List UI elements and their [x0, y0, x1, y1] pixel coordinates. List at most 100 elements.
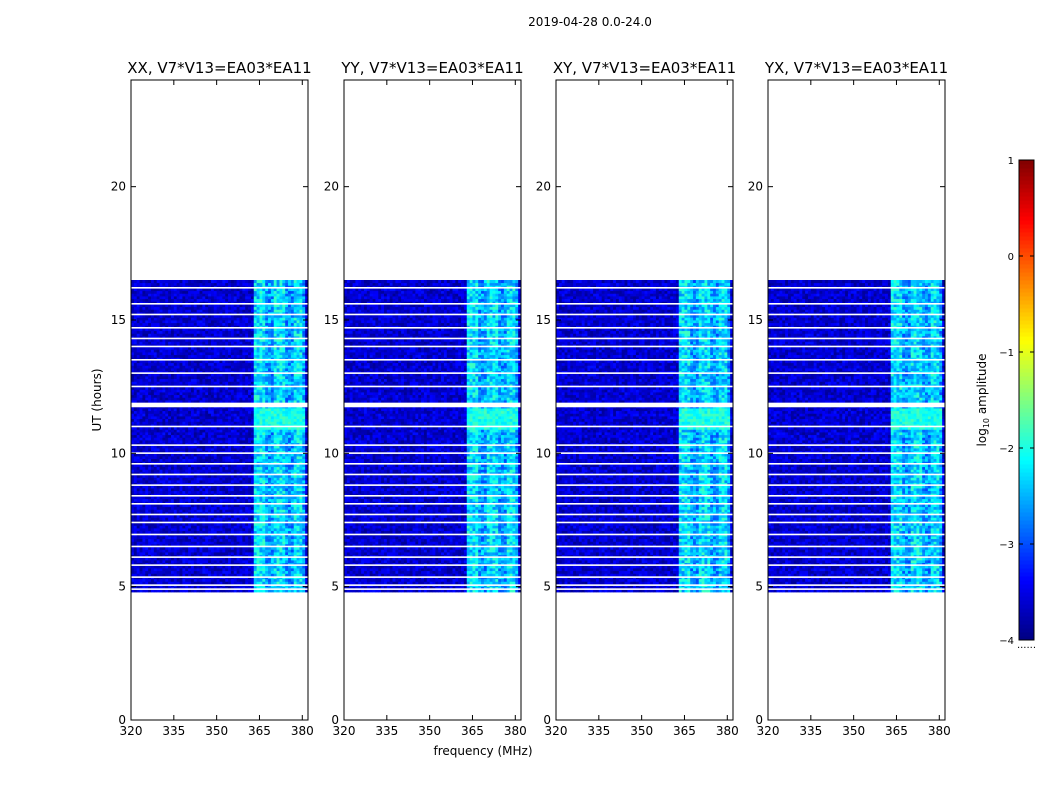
heatmap-cell — [220, 536, 223, 539]
heatmap-cell — [282, 573, 285, 576]
heatmap-cell — [282, 531, 285, 534]
heatmap-cell — [225, 560, 228, 563]
heatmap-cell — [225, 517, 228, 520]
heatmap-cell — [182, 509, 185, 512]
heatmap-cell — [279, 568, 282, 571]
heatmap-cell — [251, 541, 254, 544]
heatmap-cell — [231, 531, 234, 534]
heatmap-cell — [294, 571, 297, 574]
heatmap-cell — [208, 549, 211, 552]
heatmap-cell — [299, 531, 302, 534]
heatmap-cell — [279, 507, 282, 510]
heatmap-cell — [285, 579, 288, 582]
heatmap-cell — [222, 509, 225, 512]
heatmap-cell — [245, 509, 248, 512]
heatmap-cell — [259, 579, 262, 582]
heatmap-cell — [185, 536, 188, 539]
heatmap-cell — [140, 528, 143, 531]
heatmap-cell — [148, 517, 151, 520]
heatmap-cell — [257, 531, 260, 534]
heatmap-cell — [277, 531, 280, 534]
heatmap-cell — [182, 525, 185, 528]
heatmap-cell — [214, 539, 217, 542]
heatmap-cell — [262, 536, 265, 539]
heatmap-cell — [279, 573, 282, 576]
heatmap-cell — [251, 531, 254, 534]
heatmap-cell — [277, 581, 280, 584]
heatmap-cell — [251, 539, 254, 542]
heatmap-cell — [202, 525, 205, 528]
heatmap-cell — [185, 581, 188, 584]
heatmap-cell — [268, 549, 271, 552]
heatmap-cell — [277, 552, 280, 555]
heatmap-cell — [182, 536, 185, 539]
heatmap-cell — [191, 517, 194, 520]
heatmap-cell — [160, 579, 163, 582]
heatmap-cell — [188, 571, 191, 574]
heatmap-cell — [142, 507, 145, 510]
heatmap-cell — [231, 541, 234, 544]
heatmap-cell — [239, 541, 242, 544]
heatmap-cell — [254, 509, 257, 512]
heatmap-cell — [242, 571, 245, 574]
heatmap-cell — [157, 525, 160, 528]
heatmap-cell — [291, 541, 294, 544]
heatmap-cell — [205, 571, 208, 574]
heatmap-cell — [299, 539, 302, 542]
heatmap-cell — [259, 509, 262, 512]
heatmap-cell — [165, 571, 168, 574]
heatmap-cell — [180, 536, 183, 539]
heatmap-cell — [257, 579, 260, 582]
heatmap-cell — [217, 573, 220, 576]
heatmap-cell — [254, 528, 257, 531]
heatmap-cell — [242, 568, 245, 571]
heatmap-cell — [282, 509, 285, 512]
heatmap-cell — [200, 560, 203, 563]
heatmap-cell — [294, 517, 297, 520]
heatmap-cell — [168, 509, 171, 512]
heatmap-cell — [162, 536, 165, 539]
heatmap-cell — [145, 568, 148, 571]
heatmap-cell — [268, 531, 271, 534]
heatmap-cell — [202, 549, 205, 552]
heatmap-cell — [217, 507, 220, 510]
heatmap-cell — [271, 579, 274, 582]
heatmap-cell — [177, 549, 180, 552]
heatmap-cell — [291, 560, 294, 563]
heatmap-cell — [277, 549, 280, 552]
heatmap-cell — [302, 517, 305, 520]
heatmap-cell — [239, 549, 242, 552]
heatmap-cell — [259, 552, 262, 555]
heatmap-cell — [185, 552, 188, 555]
heatmap-cell — [142, 517, 145, 520]
heatmap-cell — [254, 525, 257, 528]
heatmap-cell — [274, 571, 277, 574]
heatmap-cell — [248, 539, 251, 542]
heatmap-cell — [257, 581, 260, 584]
heatmap-cell — [231, 571, 234, 574]
heatmap-cell — [217, 552, 220, 555]
heatmap-cell — [211, 531, 214, 534]
heatmap-cell — [288, 552, 291, 555]
heatmap-cell — [180, 560, 183, 563]
heatmap-cell — [151, 525, 154, 528]
heatmap-cell — [291, 517, 294, 520]
heatmap-cell — [174, 539, 177, 542]
heatmap-cell — [237, 581, 240, 584]
heatmap-cell — [165, 531, 168, 534]
heatmap-cell — [208, 579, 211, 582]
heatmap-cell — [205, 525, 208, 528]
heatmap-cell — [262, 573, 265, 576]
heatmap-cell — [140, 539, 143, 542]
heatmap-cell — [134, 560, 137, 563]
heatmap-cell — [214, 581, 217, 584]
heatmap-cell — [140, 507, 143, 510]
heatmap-cell — [248, 541, 251, 544]
heatmap-cell — [174, 517, 177, 520]
heatmap-cell — [262, 579, 265, 582]
heatmap-cell — [208, 509, 211, 512]
heatmap-cell — [194, 531, 197, 534]
heatmap-cell — [151, 507, 154, 510]
heatmap-cell — [160, 517, 163, 520]
heatmap-cell — [268, 539, 271, 542]
